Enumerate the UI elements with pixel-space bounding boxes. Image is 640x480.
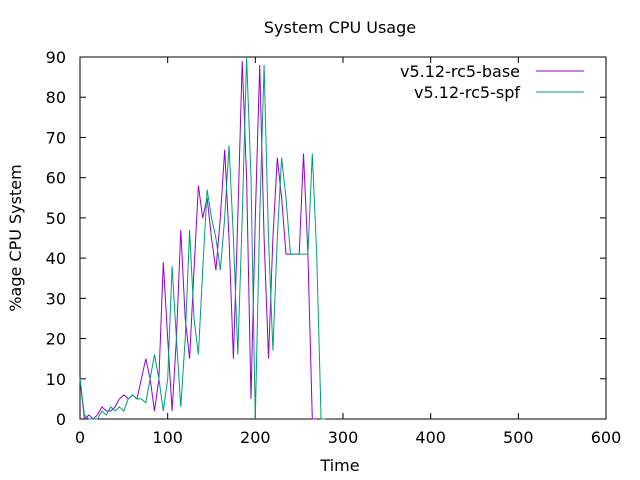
x-tick-label: 0 [75, 428, 85, 447]
y-tick-label: 10 [46, 370, 66, 389]
x-axis-label: Time [319, 456, 359, 475]
y-tick-label: 70 [46, 128, 66, 147]
axis-ticks: 0 100 200 300 400 500 600 0 10 20 30 40 50 60 70 80 90 [46, 48, 622, 447]
y-tick-label: 80 [46, 88, 66, 107]
legend-label-2: v5.12-rc5-spf [414, 83, 520, 102]
series-line-2 [79, 56, 326, 420]
x-tick-label: 400 [415, 428, 446, 447]
x-tick-label: 300 [328, 428, 359, 447]
y-tick-label: 0 [56, 410, 66, 429]
legend: v5.12-rc5-base v5.12-rc5-spf [400, 62, 584, 102]
y-axis-label: %age CPU System [6, 164, 25, 311]
y-tick-label: 30 [46, 289, 66, 308]
y-tick-label: 50 [46, 209, 66, 228]
series-line-1 [79, 60, 317, 421]
series-layer [79, 56, 326, 421]
y-tick-label: 90 [46, 48, 66, 67]
x-tick-label: 200 [240, 428, 271, 447]
legend-label-1: v5.12-rc5-base [400, 62, 520, 81]
plot-frame [79, 56, 607, 420]
chart-title: System CPU Usage [264, 18, 416, 37]
x-tick-label: 100 [152, 428, 183, 447]
y-tick-label: 40 [46, 249, 66, 268]
x-tick-label: 500 [503, 428, 534, 447]
x-tick-label: 600 [591, 428, 622, 447]
y-tick-label: 20 [46, 330, 66, 349]
y-tick-label: 60 [46, 169, 66, 188]
